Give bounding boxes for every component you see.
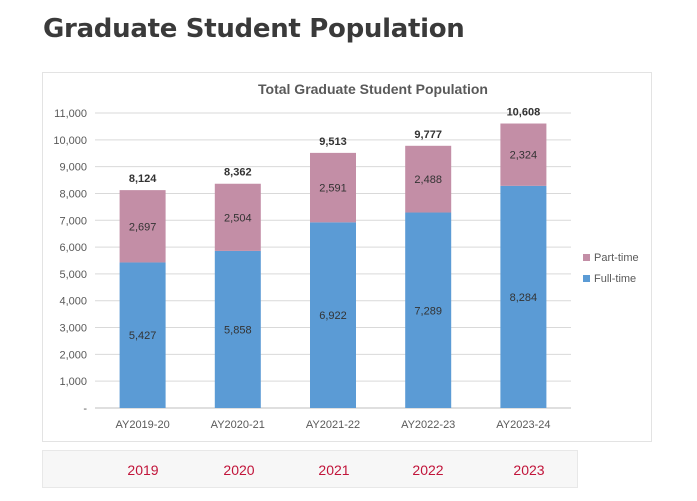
data-label-full-time: 8,284: [510, 292, 538, 304]
data-label-full-time: 6,922: [319, 310, 347, 322]
y-tick-label: 8,000: [59, 188, 87, 200]
bar-full-time: [310, 222, 356, 408]
y-tick-label: 9,000: [59, 162, 87, 174]
data-label-total: 10,608: [507, 107, 541, 119]
bar-part-time: [500, 123, 547, 186]
bar-full-time: [500, 185, 547, 408]
chart-container: Total Graduate Student Population - 1,000 2…: [42, 72, 652, 442]
y-tick-label: 5,000: [59, 269, 87, 281]
bar-full-time: [405, 212, 452, 408]
bar-full-time: [214, 250, 261, 408]
data-label-part-time: 2,488: [414, 174, 442, 186]
data-label-part-time: 2,697: [129, 221, 157, 233]
bar-part-time: [310, 152, 356, 223]
year-strip: 2019 2020 2021 2022 2023: [42, 450, 578, 488]
legend-swatch: [583, 275, 590, 282]
y-tick-label: 6,000: [59, 242, 87, 254]
x-tick-label: AY2019-20: [115, 419, 169, 431]
data-label-full-time: 5,858: [224, 324, 252, 336]
page-title: Graduate Student Population: [43, 14, 465, 44]
chart-title: Total Graduate Student Population: [258, 81, 488, 97]
y-tick-label: 2,000: [59, 349, 87, 361]
y-tick-label: -: [83, 403, 87, 415]
bar-part-time: [119, 190, 166, 263]
x-tick-label: AY2020-21: [211, 419, 265, 431]
data-label-full-time: 5,427: [129, 330, 157, 342]
bar-part-time: [214, 183, 261, 251]
data-label-part-time: 2,504: [224, 212, 252, 224]
data-label-total: 9,513: [319, 136, 347, 148]
year-label: 2019: [127, 462, 159, 478]
data-label-total: 9,777: [414, 129, 442, 141]
bar-full-time: [119, 262, 166, 408]
stacked-bar-chart: Total Graduate Student Population - 1,000 2…: [53, 81, 639, 431]
y-tick-label: 4,000: [59, 296, 87, 308]
data-label-part-time: 2,324: [510, 150, 538, 162]
year-label: 2021: [318, 462, 350, 478]
y-tick-label: 1,000: [59, 376, 87, 388]
year-label: 2023: [513, 462, 545, 478]
legend-swatch: [583, 254, 590, 261]
x-tick-label: AY2022-23: [401, 419, 455, 431]
bar-part-time: [405, 145, 452, 213]
data-label-total: 8,124: [129, 173, 157, 185]
y-tick-label: 3,000: [59, 323, 87, 335]
y-tick-label: 10,000: [53, 135, 87, 147]
year-label: 2022: [412, 462, 444, 478]
data-label-full-time: 7,289: [414, 305, 442, 317]
legend-label: Full-time: [594, 273, 636, 285]
data-label-total: 8,362: [224, 167, 252, 179]
year-label: 2020: [223, 462, 255, 478]
legend-label: Part-time: [594, 252, 639, 264]
data-label-part-time: 2,591: [319, 183, 347, 195]
x-tick-label: AY2021-22: [306, 419, 360, 431]
x-tick-label: AY2023-24: [496, 419, 550, 431]
y-tick-label: 11,000: [54, 108, 87, 120]
y-tick-label: 7,000: [59, 215, 87, 227]
